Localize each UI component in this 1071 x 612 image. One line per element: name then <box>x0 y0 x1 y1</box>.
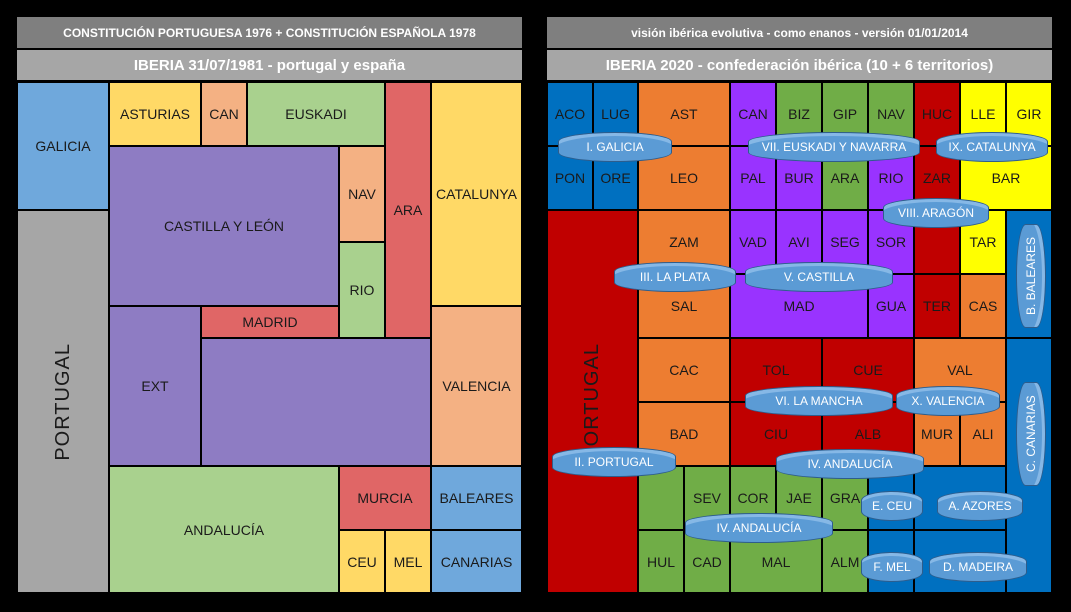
territory-label-galicia: I. GALICIA <box>558 132 672 162</box>
region-castilla-leon: CASTILLA Y LEÓN <box>109 146 339 306</box>
region-canarias: CANARIAS <box>431 530 522 593</box>
territory-label-andalucia-west: IV. ANDALUCÍA <box>685 513 833 543</box>
region-extremadura: EXT <box>109 306 201 466</box>
province-hul: HUL <box>638 530 684 593</box>
right-map-panel: visión ibérica evolutiva - como enanos -… <box>547 17 1052 593</box>
territory-label-castilla: V. CASTILLA <box>745 262 893 292</box>
region-murcia: MURCIA <box>339 466 431 530</box>
territory-label-madeira: D. MADEIRA <box>929 552 1027 582</box>
right-header: visión ibérica evolutiva - como enanos -… <box>547 17 1052 48</box>
region-galicia: GALICIA <box>17 82 109 210</box>
left-map-panel: CONSTITUCIÓN PORTUGUESA 1976 + CONSTITUC… <box>17 17 522 593</box>
region-valencia: VALENCIA <box>431 306 522 466</box>
territory-label-portugal: II. PORTUGAL <box>552 447 676 477</box>
province-huelva-top <box>638 466 684 530</box>
region-andalucia: ANDALUCÍA <box>109 466 339 593</box>
territory-label-euskadi-navarra: VII. EUSKADI Y NAVARRA <box>748 132 920 162</box>
right-subheader: IBERIA 2020 - confederación ibérica (10 … <box>547 50 1052 80</box>
region-portugal: PORTUGAL <box>17 210 109 593</box>
region-aragon: ARA <box>385 82 431 338</box>
territory-label-andalucia-east: IV. ANDALUCÍA <box>776 449 924 479</box>
left-subheader: IBERIA 31/07/1981 - portugal y españa <box>17 50 522 80</box>
region-castilla-mancha <box>201 338 431 466</box>
region-navarra: NAV <box>339 146 385 242</box>
territory-label-baleares: B. BALEARES <box>1016 224 1046 328</box>
left-header: CONSTITUCIÓN PORTUGUESA 1976 + CONSTITUC… <box>17 17 522 48</box>
region-catalunya: CATALUNYA <box>431 82 522 306</box>
region-cantabria: CAN <box>201 82 247 146</box>
region-madrid: MADRID <box>201 306 339 338</box>
territory-label-aragon: VIII. ARAGÓN <box>883 198 989 228</box>
region-baleares: BALEARES <box>431 466 522 530</box>
territory-label-melilla: F. MEL <box>861 552 923 582</box>
region-rioja: RIO <box>339 242 385 338</box>
province-ter: TER <box>914 274 960 338</box>
territory-label-ceuta: E. CEU <box>861 491 923 521</box>
territory-label-valencia: X. VALENCIA <box>896 386 1000 416</box>
territory-label-la-plata: III. LA PLATA <box>614 262 736 292</box>
region-ceuta: CEU <box>339 530 385 593</box>
province-cac: CAC <box>638 338 730 402</box>
territory-label-la-mancha: VI. LA MANCHA <box>745 386 893 416</box>
region-melilla: MEL <box>385 530 431 593</box>
territory-label-catalunya: IX. CATALUNYA <box>936 132 1048 162</box>
region-euskadi: EUSKADI <box>247 82 385 146</box>
territory-label-canarias: C. CANARIAS <box>1016 382 1046 486</box>
region-asturias: ASTURIAS <box>109 82 201 146</box>
province-cas: CAS <box>960 274 1006 338</box>
territory-label-azores: A. AZORES <box>937 491 1023 521</box>
